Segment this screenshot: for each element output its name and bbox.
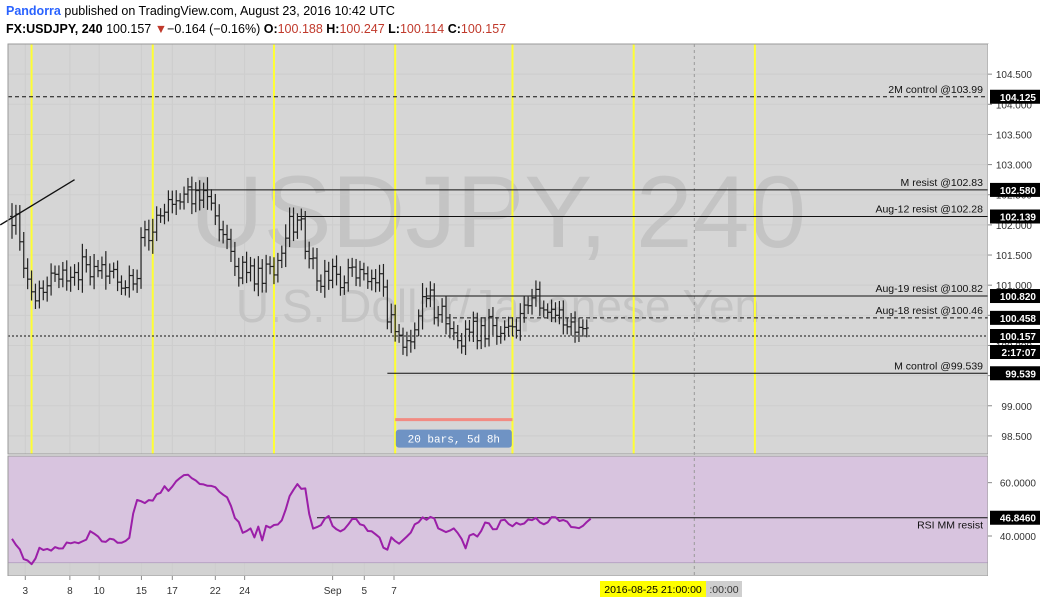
rsi-tick-label: 60.0000 (1000, 479, 1037, 490)
axis-price-badge-label: 102.139 (1000, 213, 1037, 224)
axis-price-badge-label: 100.820 (1000, 292, 1037, 303)
price-pane[interactable] (8, 44, 988, 454)
low-value: 100.114 (399, 22, 445, 36)
axis-price-badge-label: 100.458 (1000, 314, 1037, 325)
vertical-markers (30, 44, 756, 576)
close-value: 100.157 (460, 22, 507, 36)
price-tick-label: 98.500 (1001, 432, 1032, 443)
close-label: C: (447, 22, 461, 36)
time-tick-label: Sep (324, 586, 342, 597)
crosshair-time-label: :00:00 (709, 584, 738, 596)
high-label: H: (326, 22, 340, 36)
level-label: 2M control @103.99 (888, 84, 983, 96)
time-axis[interactable]: 3 8 10 15 17 22 24 Sep 5 7 2016-08-25 21:00:00 :00:… (0, 576, 1045, 605)
axis-price-badge (990, 89, 1040, 104)
time-tick-label: 15 (136, 586, 148, 597)
price-tick-label: 102.000 (996, 221, 1033, 232)
price-change: −0.164 (−0.16%) (167, 22, 261, 36)
price-tick-label: 103.500 (996, 130, 1033, 141)
rsi-band (8, 455, 988, 564)
countdown-badge (990, 345, 1040, 360)
axis-price-badge (990, 209, 1040, 224)
measure-tool[interactable]: 20 bars, 5d 8h (395, 418, 513, 448)
open-label: O: (263, 22, 278, 36)
rsi-series-line (11, 473, 592, 566)
time-tick-label: 3 (23, 586, 29, 597)
time-tick-label: 24 (239, 586, 251, 597)
axis-price-badge-label: 99.539 (1005, 369, 1036, 380)
time-tick-label: 22 (210, 586, 222, 597)
time-tick-label: 10 (94, 586, 106, 597)
low-label: L: (388, 22, 400, 36)
countdown-label: 2:17:07 (1002, 348, 1037, 359)
price-tick-label: 99.000 (1001, 402, 1032, 413)
axis-price-badge-label: 104.125 (1000, 93, 1037, 104)
time-axis-background (0, 576, 1045, 605)
watermark-symbol: USDJPY, 240 (190, 155, 806, 269)
rsi-tick-label: 40.0000 (1000, 532, 1037, 543)
high-value: 100.247 (339, 22, 385, 36)
watermark-description: U.S. Dollar/Japanese Yen (236, 280, 760, 332)
crosshair-time-badge (706, 581, 742, 597)
level-label: M control @99.539 (894, 360, 983, 372)
author-name[interactable]: Pandorra (6, 4, 61, 18)
time-tick-label: 17 (167, 586, 179, 597)
rsi-axis-badge-label: 46.8460 (1000, 514, 1037, 525)
rsi-band-fill (8, 456, 988, 563)
price-tick-label: 101.000 (996, 281, 1033, 292)
chart-header: Pandorra published on TradingView.com, A… (0, 0, 1045, 42)
level-label: Aug-12 resist @102.28 (875, 204, 983, 216)
ohlc-bars (10, 176, 589, 357)
level-label: M resist @102.83 (901, 177, 984, 189)
publish-line: Pandorra published on TradingView.com, A… (6, 4, 395, 18)
horizontal-levels[interactable]: 2M control @103.99 M resist @102.83 Aug-12… (8, 84, 988, 374)
trendline-segment (0, 179, 75, 226)
price-tick-label: 104.000 (996, 100, 1033, 111)
trendline[interactable] (0, 179, 75, 226)
rsi-line: RSI MM resist (11, 473, 988, 566)
crosshair-date-badge (600, 581, 706, 597)
published-text: published on TradingView.com, August 23,… (64, 4, 395, 18)
measure-box (395, 429, 512, 448)
time-tick-label: 8 (67, 586, 73, 597)
price-tick-label: 104.500 (996, 70, 1033, 81)
level-label: Aug-19 resist @100.82 (875, 283, 983, 295)
axis-price-badge-label: 102.580 (1000, 186, 1037, 197)
measure-label: 20 bars, 5d 8h (408, 435, 500, 447)
time-tick-label: 7 (391, 586, 397, 597)
axis-price-badge (990, 310, 1040, 325)
price-tick-label: 103.000 (996, 161, 1033, 172)
price-tick-label: 101.500 (996, 251, 1033, 262)
axis-price-badge (990, 329, 1040, 344)
level-label: Aug-18 resist @100.46 (875, 305, 983, 317)
down-triangle-icon: ▼ (154, 22, 168, 36)
axis-background (988, 44, 1045, 576)
quote-line: FX:USDJPY, 240 100.157 ▼−0.164 (−0.16%) … (6, 22, 506, 36)
time-tick-label: 5 (362, 586, 368, 597)
axis-price-badge (990, 182, 1040, 197)
rsi-axis-badge (990, 510, 1040, 525)
axis-price-badge (990, 366, 1040, 381)
axis-price-badge (990, 289, 1040, 304)
axis-price-badge-label: 100.157 (1000, 332, 1037, 343)
crosshair-date-label: 2016-08-25 21:00:00 (604, 584, 702, 596)
rsi-level-label: RSI MM resist (917, 520, 983, 532)
last-price: 100.157 (106, 22, 152, 36)
symbol-label: FX:USDJPY, 240 (6, 22, 103, 36)
open-value: 100.188 (277, 22, 323, 36)
